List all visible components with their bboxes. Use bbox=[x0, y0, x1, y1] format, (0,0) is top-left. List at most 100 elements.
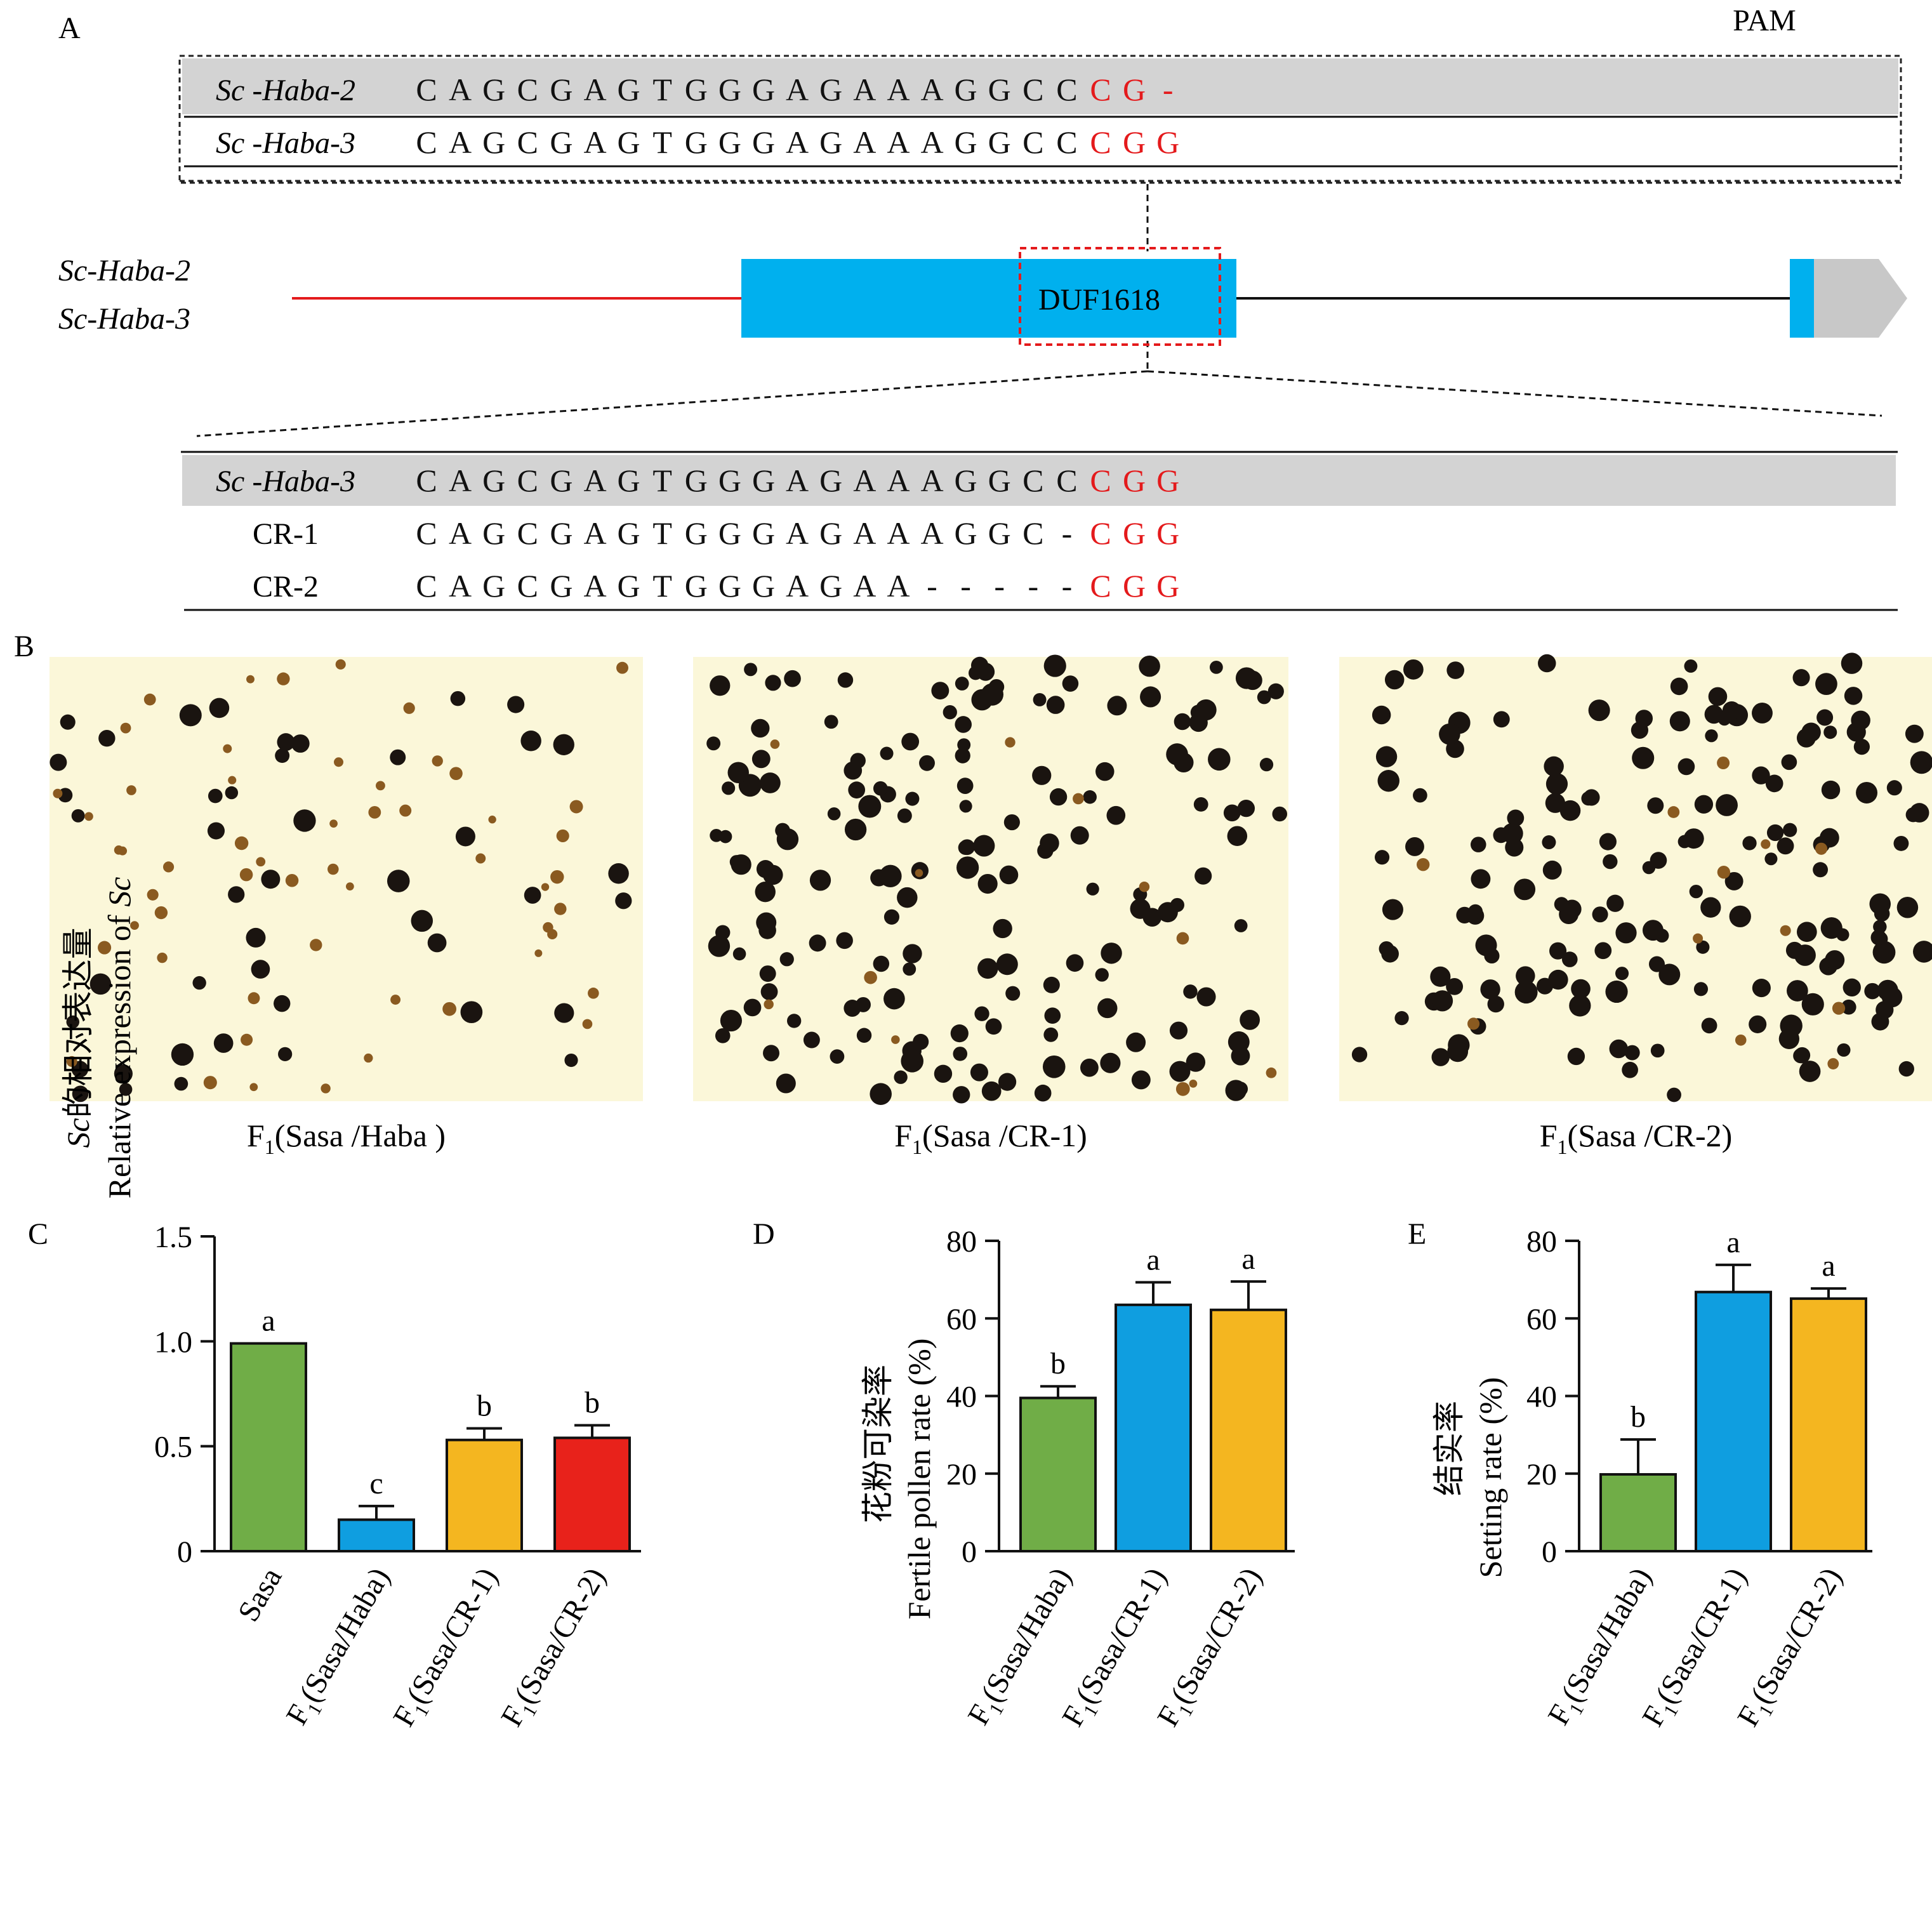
stained-pollen-grain bbox=[883, 909, 899, 925]
stained-pollen-grain bbox=[903, 962, 916, 976]
stained-pollen-grain bbox=[1632, 746, 1655, 769]
stained-pollen-grain bbox=[809, 934, 826, 952]
row-label-gene: Haba bbox=[261, 74, 330, 107]
nucleotide: G bbox=[752, 72, 775, 107]
stained-pollen-grain bbox=[1742, 836, 1757, 850]
chart-c-ylabel-cn-text: 的相对表达量 bbox=[60, 927, 96, 1118]
significance-letter: a bbox=[1146, 1243, 1160, 1276]
stained-pollen-grain bbox=[1043, 1027, 1059, 1042]
stained-pollen-grain bbox=[803, 1031, 820, 1049]
stained-pollen-grain bbox=[1456, 906, 1473, 923]
stained-pollen-grain bbox=[1766, 824, 1784, 842]
nucleotide: - bbox=[1163, 72, 1174, 107]
stained-pollen-grain bbox=[856, 997, 871, 1012]
stained-pollen-grain bbox=[1696, 940, 1710, 954]
stained-pollen-grain bbox=[1823, 725, 1837, 739]
stained-pollen-grain bbox=[1538, 654, 1556, 673]
nucleotide: G bbox=[819, 463, 842, 498]
stained-pollen-grain bbox=[1609, 1039, 1629, 1059]
stained-pollen-grain bbox=[1542, 835, 1556, 850]
stained-pollen-grain bbox=[1086, 882, 1099, 896]
duf1618-domain bbox=[741, 259, 1236, 338]
unstained-pollen-grain bbox=[1780, 925, 1791, 936]
nucleotide: C bbox=[517, 463, 538, 498]
unstained-pollen-grain bbox=[375, 781, 385, 791]
pam-label: PAM bbox=[1733, 4, 1796, 37]
stained-pollen-grain bbox=[1844, 687, 1863, 705]
nucleotide: G bbox=[482, 72, 505, 107]
nucleotide: A bbox=[887, 72, 910, 107]
stained-pollen-grain bbox=[1066, 954, 1084, 972]
unstained-pollen-grain bbox=[364, 1053, 373, 1063]
stained-pollen-grain bbox=[1131, 1070, 1151, 1090]
stained-pollen-grain bbox=[1669, 711, 1690, 732]
nucleotide: A bbox=[449, 515, 472, 551]
stained-pollen-grain bbox=[1169, 1021, 1188, 1040]
nucleotide: C bbox=[1090, 463, 1111, 498]
y-tick-label: 80 bbox=[946, 1225, 977, 1259]
unstained-pollen-grain bbox=[249, 1083, 258, 1092]
nucleotide: G bbox=[955, 124, 977, 160]
stained-pollen-grain bbox=[1851, 710, 1870, 731]
unstained-pollen-grain bbox=[329, 819, 338, 828]
stained-pollen-grain bbox=[520, 731, 541, 751]
stained-pollen-grain bbox=[763, 1045, 779, 1062]
nucleotide: A bbox=[786, 568, 809, 604]
stained-pollen-grain bbox=[1431, 990, 1453, 1012]
chart-c-ylabel-en-text: Relative expression of bbox=[102, 907, 137, 1199]
nucleotide: G bbox=[1123, 515, 1146, 551]
stained-pollen-grain bbox=[1372, 705, 1391, 725]
stained-pollen-grain bbox=[1886, 780, 1902, 796]
stained-pollen-grain bbox=[970, 1063, 988, 1082]
stained-pollen-grain bbox=[722, 781, 736, 795]
stained-pollen-grain bbox=[71, 809, 85, 823]
nucleotide: G bbox=[752, 515, 775, 551]
stained-pollen-grain bbox=[60, 714, 76, 730]
unstained-pollen-grain bbox=[534, 949, 543, 957]
stained-pollen-grain bbox=[1549, 942, 1567, 960]
unstained-pollen-grain bbox=[114, 845, 124, 855]
stained-pollen-grain bbox=[1240, 1009, 1260, 1030]
bar bbox=[1210, 1308, 1287, 1552]
stained-pollen-grain bbox=[837, 672, 854, 688]
chart-d-ylabel-cn: 花粉可染率 bbox=[860, 1365, 896, 1523]
unstained-pollen-grain bbox=[241, 1033, 253, 1046]
unstained-pollen-grain bbox=[488, 816, 496, 824]
unstained-pollen-grain bbox=[556, 829, 569, 843]
stained-pollen-grain bbox=[955, 677, 969, 691]
stained-pollen-grain bbox=[999, 865, 1019, 885]
stained-pollen-grain bbox=[1223, 804, 1241, 822]
stained-pollen-grain bbox=[1615, 922, 1637, 944]
stained-pollen-grain bbox=[1677, 835, 1691, 849]
caption-main: F bbox=[1540, 1118, 1558, 1153]
unstained-pollen-grain bbox=[223, 744, 232, 753]
stained-pollen-grain bbox=[1801, 993, 1824, 1016]
stained-pollen-grain bbox=[1139, 655, 1160, 677]
nucleotide: G bbox=[550, 124, 572, 160]
panel-b: B F1(Sasa /Haba ) F1(Sasa /CR-1) F1(Sasa /… bbox=[14, 630, 1932, 1158]
stained-pollen-grain bbox=[1783, 823, 1797, 837]
stained-pollen-grain bbox=[1667, 1087, 1681, 1102]
stained-pollen-grain bbox=[246, 927, 266, 948]
unstained-pollen-grain bbox=[449, 767, 463, 780]
nucleotide: - bbox=[960, 568, 971, 604]
stained-pollen-grain bbox=[1044, 1007, 1061, 1024]
stained-pollen-grain bbox=[1764, 852, 1778, 866]
stained-pollen-grain bbox=[1837, 1043, 1851, 1057]
stained-pollen-grain bbox=[1227, 1031, 1250, 1053]
stained-pollen-grain bbox=[880, 746, 894, 760]
stained-pollen-grain bbox=[1670, 677, 1688, 696]
stained-pollen-grain bbox=[1095, 968, 1109, 982]
chart-e: 020406080bF1(Sasa/Haba)aF1(Sasa/CR-1)aF1… bbox=[1526, 1225, 1872, 1732]
stained-pollen-grain bbox=[1046, 696, 1065, 714]
stained-pollen-grain bbox=[1729, 905, 1751, 928]
stained-pollen-grain bbox=[1650, 852, 1667, 869]
stained-pollen-grain bbox=[1778, 1028, 1800, 1049]
y-tick-label: 20 bbox=[946, 1458, 977, 1492]
nucleotide: C bbox=[1022, 515, 1043, 551]
stained-pollen-grain bbox=[1100, 1052, 1121, 1073]
nucleotide: C bbox=[1090, 515, 1111, 551]
stained-pollen-grain bbox=[1237, 799, 1255, 817]
